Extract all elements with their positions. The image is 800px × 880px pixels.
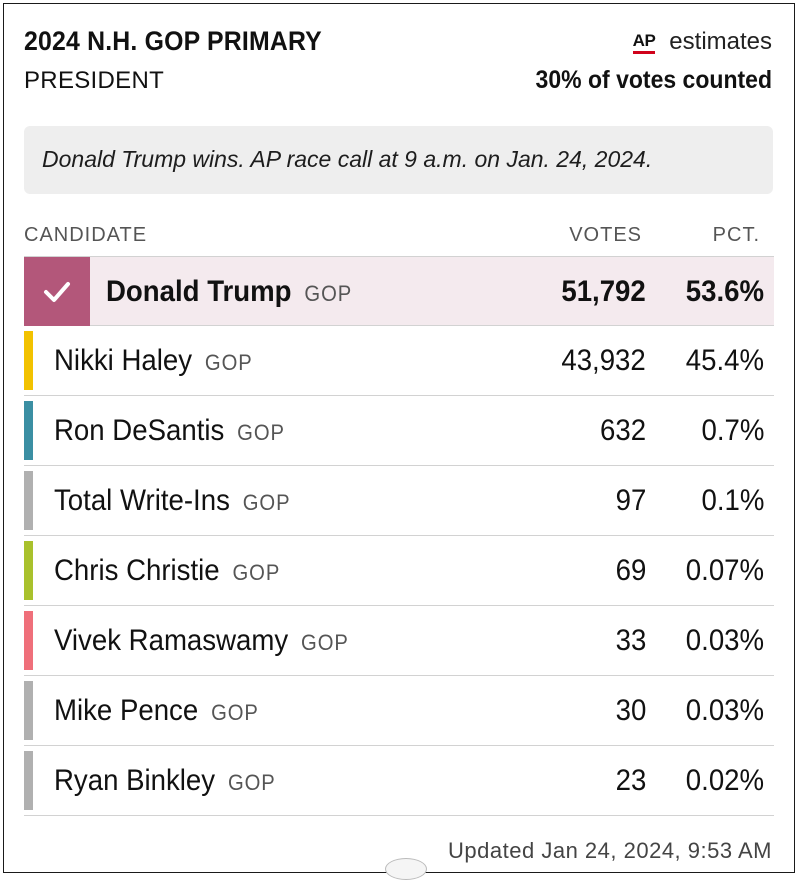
results-header: 2024 N.H. GOP PRIMARY PRESIDENT AP estim…	[4, 4, 794, 124]
candidate-name-cell: Donald Trump GOP	[106, 275, 352, 309]
candidate-votes: 51,792	[561, 275, 646, 308]
candidate-name-cell: Ron DeSantis GOP	[54, 414, 285, 448]
candidate-pct: 0.7%	[701, 414, 764, 447]
candidate-color-bar	[24, 541, 33, 600]
candidate-party: GOP	[304, 281, 353, 306]
candidate-votes: 23	[615, 764, 646, 797]
candidate-color-bar	[24, 751, 33, 810]
candidate-name-cell: Chris Christie GOP	[54, 554, 280, 588]
candidate-pct: 0.07%	[685, 554, 764, 587]
column-header-candidate: CANDIDATE	[24, 224, 148, 246]
candidate-name: Vivek Ramaswamy	[54, 624, 289, 657]
candidate-name-cell: Total Write-Ins GOP	[54, 484, 291, 518]
candidate-name-cell: Mike Pence GOP	[54, 694, 259, 728]
votes-counted: 30% of votes counted	[535, 66, 772, 94]
candidate-name: Chris Christie	[54, 554, 220, 587]
candidate-party: GOP	[204, 350, 253, 375]
candidate-party: GOP	[227, 770, 276, 795]
updated-timestamp: Updated Jan 24, 2024, 9:53 AM	[448, 838, 772, 863]
candidate-votes: 43,932	[561, 344, 646, 377]
candidate-votes: 632	[599, 414, 646, 447]
candidate-party: GOP	[242, 490, 291, 515]
candidate-color-bar	[24, 471, 33, 530]
candidate-row: Chris Christie GOP 69 0.07%	[24, 536, 774, 606]
candidate-row: Ron DeSantis GOP 632 0.7%	[24, 396, 774, 466]
results-table: Donald Trump GOP 51,792 53.6% Nikki Haley GOP…	[24, 256, 774, 816]
candidate-row: Donald Trump GOP 51,792 53.6%	[24, 256, 774, 326]
candidate-row: Nikki Haley GOP 43,932 45.4%	[24, 326, 774, 396]
checkmark-icon	[24, 257, 90, 326]
candidate-name-cell: Nikki Haley GOP	[54, 344, 253, 378]
column-header-votes: VOTES	[569, 224, 642, 246]
candidate-pct: 0.1%	[701, 484, 764, 517]
race-title: 2024 N.H. GOP PRIMARY	[24, 26, 322, 56]
candidate-votes: 69	[615, 554, 646, 587]
race-office: PRESIDENT	[24, 67, 165, 94]
candidate-name: Nikki Haley	[54, 344, 193, 377]
candidate-name-cell: Vivek Ramaswamy GOP	[54, 624, 349, 658]
candidate-pct: 0.02%	[685, 764, 764, 797]
candidate-color-bar	[24, 611, 33, 670]
ap-estimates[interactable]: AP estimates	[632, 28, 772, 56]
candidate-name: Total Write-Ins	[54, 484, 230, 517]
candidate-pct: 0.03%	[685, 694, 764, 727]
race-call-notice: Donald Trump wins. AP race call at 9 a.m…	[24, 126, 773, 194]
candidate-row: Mike Pence GOP 30 0.03%	[24, 676, 774, 746]
candidate-color-bar	[24, 681, 33, 740]
candidate-name-cell: Ryan Binkley GOP	[54, 764, 276, 798]
candidate-name: Ryan Binkley	[54, 764, 216, 797]
candidate-color-bar	[24, 331, 33, 390]
estimates-link[interactable]: estimates	[669, 28, 772, 55]
candidate-party: GOP	[211, 700, 259, 725]
candidate-color-bar	[24, 401, 33, 460]
candidate-row: Vivek Ramaswamy GOP 33 0.03%	[24, 606, 774, 676]
candidate-party: GOP	[237, 420, 285, 445]
candidate-party: GOP	[232, 560, 281, 585]
candidate-row: Total Write-Ins GOP 97 0.1%	[24, 466, 774, 536]
candidate-name: Donald Trump	[106, 275, 292, 308]
candidate-pct: 45.4%	[685, 344, 764, 377]
candidate-votes: 33	[615, 624, 646, 657]
candidate-name: Mike Pence	[54, 694, 199, 727]
candidate-pct: 53.6%	[685, 275, 764, 308]
scroll-indicator[interactable]	[385, 858, 427, 880]
candidate-party: GOP	[301, 630, 349, 655]
candidate-votes: 97	[615, 484, 646, 517]
results-card: 2024 N.H. GOP PRIMARY PRESIDENT AP estim…	[3, 3, 795, 873]
candidate-name: Ron DeSantis	[54, 414, 225, 447]
candidate-row: Ryan Binkley GOP 23 0.02%	[24, 746, 774, 816]
column-header-pct: PCT.	[712, 224, 760, 246]
ap-logo: AP	[632, 31, 656, 54]
candidate-pct: 0.03%	[685, 624, 764, 657]
candidate-votes: 30	[615, 694, 646, 727]
